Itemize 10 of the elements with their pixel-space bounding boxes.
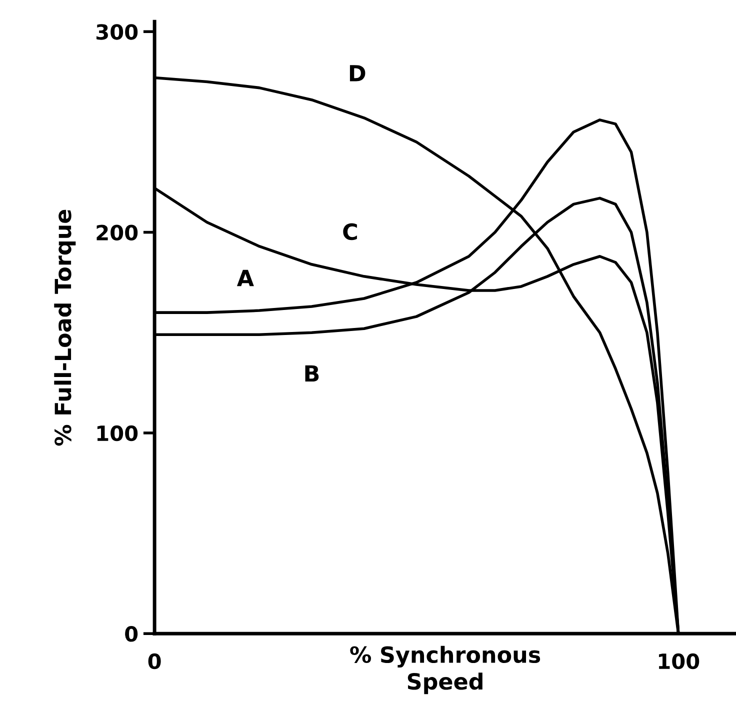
x-axis-title: % Synchronous Speed [350, 646, 540, 694]
series-label: D [350, 65, 366, 82]
y-tick-label: 200 [96, 224, 138, 240]
y-tick-label: 300 [96, 24, 138, 40]
y-tick-label: 100 [97, 425, 138, 442]
series-label: A [236, 270, 254, 286]
series-label: B [305, 365, 319, 382]
y-axis-title: % Full-Load Torque [54, 210, 76, 446]
series-label: C [343, 223, 357, 240]
y-tick-label: 0 [125, 626, 138, 642]
